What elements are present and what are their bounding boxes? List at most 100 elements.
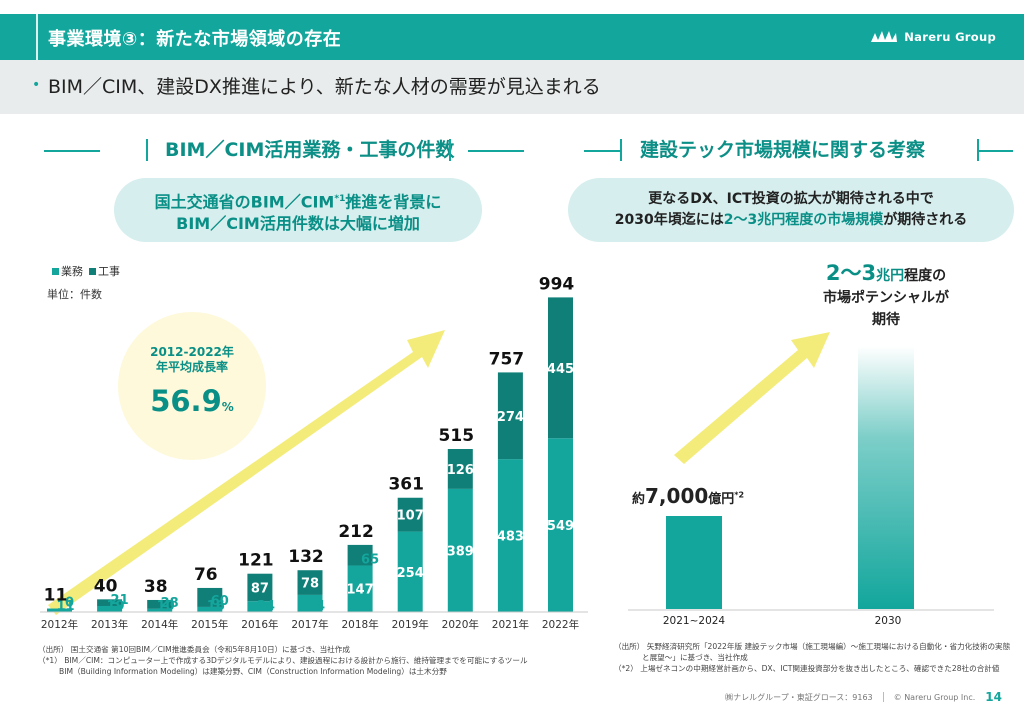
data-label-total: 361: [388, 475, 424, 495]
page-title: 事業環境③：新たな市場領域の存在: [48, 29, 342, 50]
bar-segment-work: [347, 565, 373, 612]
cagr-label: 年平均成長率: [155, 360, 228, 374]
data-label-total: 994: [539, 274, 575, 294]
x-tick-label: 2016年: [241, 618, 278, 630]
page-number: 14: [985, 690, 1002, 704]
bar-segment-construction: [97, 599, 123, 606]
left-bubble-text-b: 推進を背景に: [345, 192, 442, 212]
bar-segment-work: [147, 608, 173, 612]
data-label-construction: 107: [397, 509, 424, 524]
bullet-icon: •: [32, 77, 41, 93]
x-tick-label: 2012年: [41, 618, 78, 630]
data-label-work: 16: [207, 599, 225, 614]
left-note-1a: （*1） BIM／CIM：コンピューター上で作成する3Dデジタルモデルにより、建…: [38, 656, 528, 665]
right-notes: （出所） 矢野経済研究所「2022年版 建設テック市場（施工現場編）～施工現場に…: [614, 641, 1010, 674]
legend-label-work: 業務: [61, 265, 83, 278]
legend-item-construction: 工事: [89, 263, 120, 279]
x-tick-label: 2015年: [191, 618, 228, 630]
bar-segment-construction: [497, 372, 523, 460]
cagr-circle: 2012-2022年 年平均成長率 56.9%: [118, 312, 266, 460]
x-tick-label: 2017年: [291, 618, 328, 630]
market-size-chart: [628, 332, 994, 611]
bar2-line3: 期待: [872, 312, 900, 328]
bar-segment-work: [497, 459, 523, 612]
bar-segment-construction: [147, 599, 173, 609]
data-label-work: 10: [157, 599, 175, 614]
left-section-title: BIM／CIM活用業務・工事の件数: [165, 139, 455, 161]
bar-segment-construction: [397, 497, 423, 532]
left-note-1b: BIM（Building Information Modeling）は建築分野、…: [59, 667, 447, 676]
left-notes: （出所） 国土交通省 第10回BIM／CIM推進委員会（令和5年8月10日）に基…: [38, 644, 528, 677]
right-highlight-bubble: 更なるDX、ICT投資の拡大が期待される中で 2030年頃迄には2～3兆円程度の…: [568, 178, 1014, 242]
right-note-source-b: と展望～」に基づき、当社作成: [642, 653, 748, 662]
legend-swatch-construction: [89, 268, 96, 275]
bar1-unit: 億円: [708, 492, 735, 507]
data-label-construction: 274: [497, 410, 524, 425]
logo-icon: [871, 31, 898, 42]
footer-company: ㈱ナレルグループ・東証グロース：9163: [725, 692, 873, 702]
left-highlight-bubble: 国土交通省のBIM／CIM*1推進を背景に BIM／CIM活用件数は大幅に増加: [114, 178, 482, 242]
data-label-work: 11: [56, 599, 74, 614]
bar-segment-work: [197, 606, 223, 612]
x-tick-label: 2020年: [442, 618, 479, 630]
right-bubble-line1: 更なるDX、ICT投資の拡大が期待される中で: [648, 191, 934, 207]
legend-label-construction: 工事: [98, 265, 120, 278]
bar-segment-work: [548, 438, 573, 612]
bar-segment-work: [247, 601, 273, 612]
x-tick-label: 2013年: [91, 618, 128, 630]
data-label-work: 254: [397, 566, 424, 581]
left-bubble-text-a: 国土交通省のBIM／CIM: [154, 192, 335, 212]
bar2-line2: 市場ポテンシャルが: [823, 290, 949, 306]
bar-segment-work: [297, 594, 323, 612]
bar1-sup: *2: [734, 490, 745, 500]
market-bar1-label: 約7,000億円*2: [632, 484, 744, 508]
data-label-work: 389: [447, 544, 474, 559]
data-label-construction: 21: [111, 593, 129, 608]
bar-segment-construction: [197, 587, 223, 607]
company-logo: Nareru Group: [870, 28, 996, 45]
title-bar: 事業環境③：新たな市場領域の存在 Nareru Group: [0, 14, 1024, 60]
cagr-value-wrap: 56.9%: [118, 384, 266, 418]
right-note-source-a: （出所） 矢野経済研究所「2022年版 建設テック市場（施工現場編）～施工現場に…: [614, 642, 1011, 651]
data-label-total: 212: [338, 522, 374, 542]
right-note-2: （*2） 上場ゼネコンの中期経営計画から、DX、ICT関連投資部分を抜き出したと…: [614, 664, 1000, 673]
data-label-total: 38: [144, 577, 168, 597]
left-section-header: BIM／CIM活用業務・工事の件数: [44, 135, 524, 165]
bar-segment-construction: [447, 449, 473, 489]
data-label-total: 757: [489, 349, 525, 369]
cagr-period: 2012-2022年: [150, 345, 234, 359]
key-message-bar: • BIM／CIM、建設DX推進により、新たな人材の需要が見込まれる: [0, 60, 1024, 114]
data-label-work: 147: [347, 583, 374, 598]
x-tick-label: 2014年: [141, 618, 178, 630]
footer-copyright: © Nareru Group Inc.: [893, 692, 976, 702]
left-note-source: （出所） 国土交通省 第10回BIM／CIM推進委員会（令和5年8月10日）に基…: [38, 645, 350, 654]
market-bar-2021-2024: [666, 516, 722, 609]
legend-swatch-work: [52, 268, 59, 275]
data-label-total: 132: [288, 547, 324, 567]
data-label-construction: 0: [65, 596, 74, 611]
bar1-value: 7,000: [645, 484, 709, 508]
bar-segment-work: [97, 605, 123, 612]
right-bubble-emphasis: 2～3兆円程度の市場規模: [723, 212, 884, 228]
data-label-construction: 28: [161, 596, 179, 611]
bar2-value: 2～3: [825, 261, 877, 285]
bar2-tail: 程度の: [904, 268, 947, 284]
right-section-title: 建設テック市場規模に関する考察: [640, 139, 926, 161]
unit-label: 単位：件数: [47, 288, 102, 301]
logo-text: Nareru Group: [904, 29, 996, 44]
data-label-construction: 78: [301, 577, 319, 592]
left-bubble-sup: *1: [334, 194, 346, 204]
title-accent-line: [36, 14, 38, 60]
x-tick-label: 2021年: [492, 618, 529, 630]
bar-segment-construction: [347, 544, 373, 566]
cagr-value: 56.9: [150, 384, 222, 418]
data-label-work: 34: [257, 599, 275, 614]
chart-legend: 業務 工事: [52, 263, 120, 279]
data-label-work: 54: [307, 599, 325, 614]
key-message: BIM／CIM、建設DX推進により、新たな人材の需要が見込まれる: [48, 76, 601, 98]
bar-segment-work: [397, 531, 423, 612]
right-section-header: 建設テック市場規模に関する考察: [584, 135, 1018, 165]
data-label-construction: 87: [251, 581, 269, 596]
x-tick-label: 2022年: [542, 618, 579, 630]
